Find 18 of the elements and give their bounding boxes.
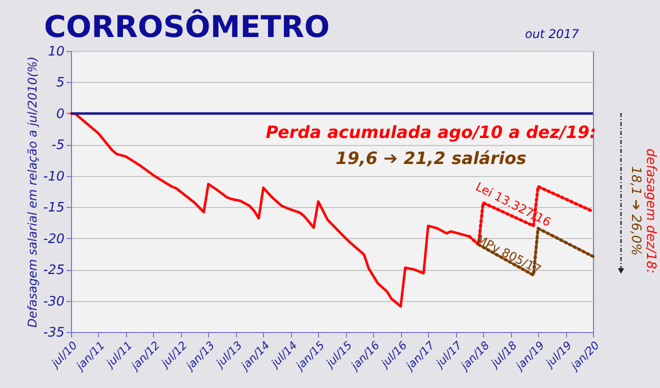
chart-subtitle: out 2017 [524,27,580,41]
y-tick-label: -10 [43,169,64,184]
chart-title: CORROSÔMETRO [44,9,330,45]
y-tick-label: 0 [56,106,64,122]
line-series [477,226,594,277]
y-tick-label: 5 [56,76,64,91]
text: defasagem dez/18: [643,148,658,274]
annotation: 19,6 ➔ 21,2 salários [336,149,526,169]
y-tick-label: -30 [43,294,64,310]
y-tick-label: -5 [52,138,64,154]
text: 18,1 ➔ 26,0% [628,166,643,256]
y-tick-label: -15 [43,200,64,216]
y-axis-title: Defasagem salarial em relação a jul/2010(%) [25,56,40,328]
y-tick-label: -35 [43,326,64,340]
annotation: Perda acumulada ago/10 a dez/19: [266,123,596,143]
y-tick-label: -25 [43,263,64,278]
y-tick-label: -20 [43,232,64,247]
y-tick-label: 10 [48,44,64,60]
